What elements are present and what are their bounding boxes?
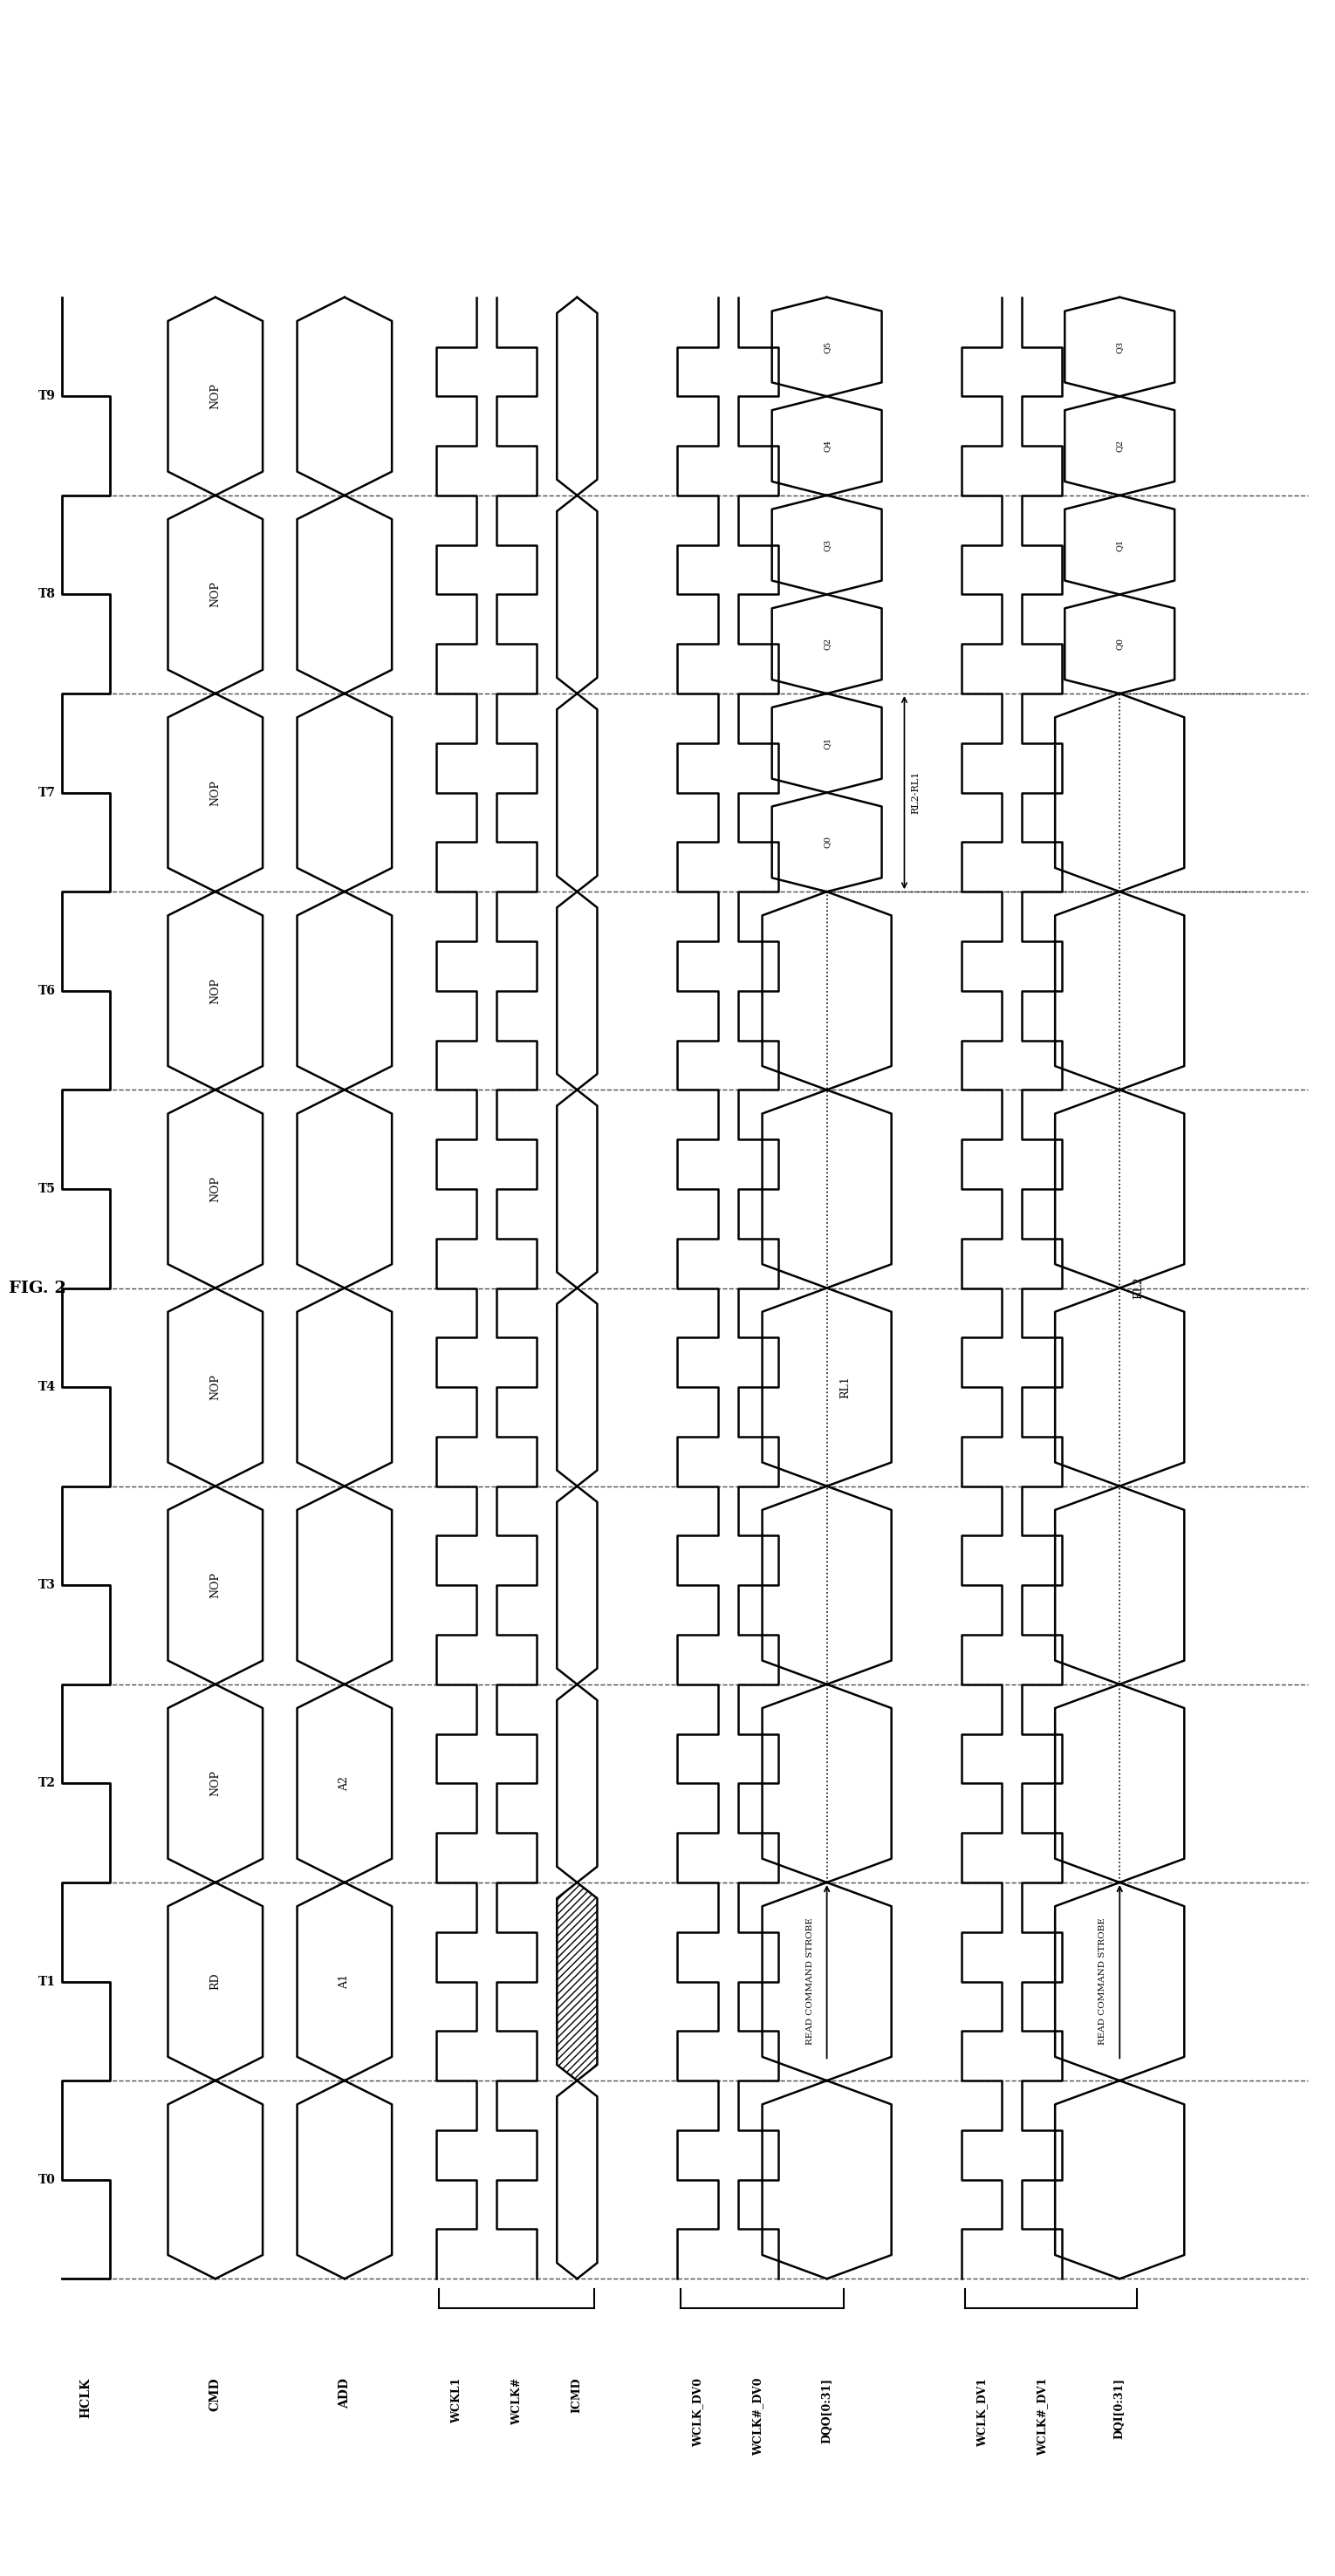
Text: Q3: Q3 <box>822 538 830 551</box>
Text: WCLK_DV0: WCLK_DV0 <box>692 2378 704 2447</box>
Text: WCLK#_DV1: WCLK#_DV1 <box>1036 2378 1048 2455</box>
Text: Q3: Q3 <box>1116 340 1124 353</box>
Text: READ COMMAND STROBE: READ COMMAND STROBE <box>1099 1919 1107 2045</box>
Text: T7: T7 <box>39 786 56 799</box>
Text: A1: A1 <box>339 1973 350 1989</box>
Text: WCLK_DV1: WCLK_DV1 <box>976 2378 988 2447</box>
Text: NOP: NOP <box>210 1175 222 1203</box>
Text: NOP: NOP <box>210 1373 222 1401</box>
Text: WCLK#: WCLK# <box>511 2378 522 2424</box>
Text: NOP: NOP <box>210 582 222 608</box>
Text: READ COMMAND STROBE: READ COMMAND STROBE <box>806 1919 814 2045</box>
Text: NOP: NOP <box>210 1571 222 1597</box>
Text: A2: A2 <box>339 1775 350 1790</box>
Text: Q2: Q2 <box>822 639 830 649</box>
Text: T4: T4 <box>39 1381 56 1394</box>
Text: T2: T2 <box>39 1777 56 1790</box>
Text: T5: T5 <box>39 1182 56 1195</box>
Text: T9: T9 <box>39 389 56 402</box>
Text: T6: T6 <box>39 984 56 997</box>
Text: T1: T1 <box>39 1976 56 1989</box>
Text: T3: T3 <box>39 1579 56 1592</box>
Text: Q4: Q4 <box>822 440 830 451</box>
Text: Q5: Q5 <box>822 340 830 353</box>
Text: Q0: Q0 <box>1116 639 1124 649</box>
Text: CMD: CMD <box>210 2378 222 2411</box>
Text: RL1: RL1 <box>840 1376 852 1399</box>
Text: RD: RD <box>210 1973 222 1991</box>
Text: RL2: RL2 <box>1132 1278 1144 1298</box>
Text: DQI[0:31]: DQI[0:31] <box>1113 2378 1125 2439</box>
Text: Q1: Q1 <box>822 737 830 750</box>
Text: Q0: Q0 <box>822 837 830 848</box>
Text: T0: T0 <box>39 2174 56 2187</box>
Text: NOP: NOP <box>210 781 222 806</box>
Text: ADD: ADD <box>338 2378 351 2409</box>
Text: NOP: NOP <box>210 1770 222 1795</box>
Text: DQO[0:31]: DQO[0:31] <box>821 2378 833 2445</box>
Text: FIG. 2: FIG. 2 <box>8 1280 67 1296</box>
Text: RL2-RL1: RL2-RL1 <box>912 770 920 814</box>
Text: NOP: NOP <box>210 979 222 1005</box>
Text: Q1: Q1 <box>1116 538 1124 551</box>
Text: NOP: NOP <box>210 384 222 410</box>
Text: T8: T8 <box>39 587 56 600</box>
Text: HCLK: HCLK <box>80 2378 92 2419</box>
Text: ICMD: ICMD <box>571 2378 583 2414</box>
Text: WCLK#_DV0: WCLK#_DV0 <box>752 2378 764 2455</box>
Text: Q2: Q2 <box>1116 440 1124 451</box>
Text: WCKL1: WCKL1 <box>451 2378 462 2424</box>
